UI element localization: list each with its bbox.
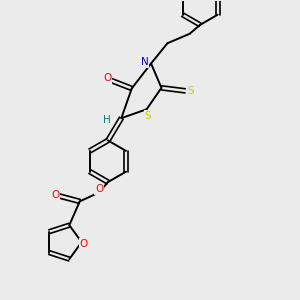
Text: O: O [103, 73, 112, 83]
Text: O: O [51, 190, 59, 200]
Text: S: S [187, 86, 194, 96]
Text: H: H [103, 115, 111, 125]
Text: O: O [80, 238, 88, 249]
Text: O: O [95, 184, 103, 194]
Text: N: N [141, 57, 148, 67]
Text: S: S [145, 111, 152, 121]
